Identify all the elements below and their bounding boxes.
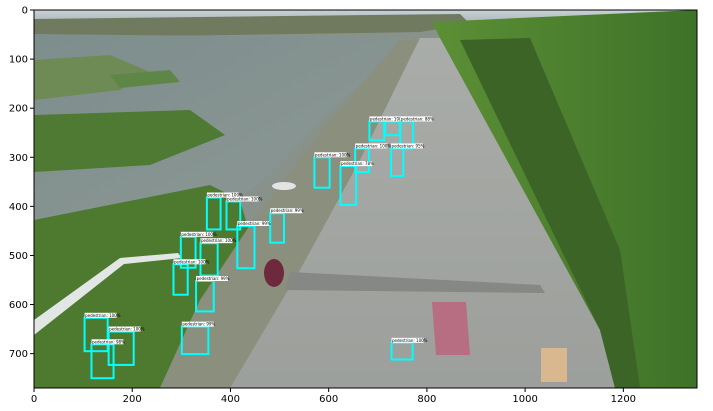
detection-label: pedestrian: 95% bbox=[392, 143, 425, 148]
detection-label: pedestrian: 98% bbox=[92, 339, 125, 344]
detection-label: pedestrian: 100% bbox=[370, 116, 406, 121]
detection-label: pedestrian: 100% bbox=[227, 196, 263, 201]
y-tick-label: 200 bbox=[9, 104, 28, 115]
plot-frame bbox=[33, 9, 698, 389]
detection-label: pedestrian: 100% bbox=[109, 327, 145, 332]
detection-label: pedestrian: 99% bbox=[238, 221, 271, 226]
x-axis-ticks: 0 200 400 600 800 1000 1200 bbox=[31, 388, 636, 405]
detection-label: pedestrian: 100% bbox=[315, 152, 351, 157]
detection-label-bg bbox=[84, 312, 117, 318]
x-tick-label: 800 bbox=[417, 394, 436, 405]
detection: pedestrian: 100% bbox=[354, 143, 392, 174]
detection-label-bg bbox=[108, 326, 141, 332]
detection-label: pedestrian: 100% bbox=[85, 313, 121, 318]
detection-label: pedestrian: 99% bbox=[182, 322, 215, 327]
rider bbox=[541, 348, 567, 382]
detection-label: pedestrian: 100% bbox=[174, 259, 210, 264]
detection: pedestrian: 99% bbox=[195, 275, 230, 313]
detection-label-bg bbox=[173, 259, 206, 265]
mid-marsh bbox=[34, 110, 225, 172]
detection: pedestrian: 100% bbox=[368, 116, 406, 142]
left-marsh bbox=[34, 55, 150, 100]
detection-label-bg bbox=[196, 275, 229, 281]
y-tick-label: 600 bbox=[9, 300, 28, 311]
detection-label: pedestrian: 88% bbox=[401, 116, 434, 121]
detection: pedestrian: 98% bbox=[90, 339, 125, 380]
y-tick-label: 700 bbox=[9, 349, 28, 360]
detection-label-bg bbox=[270, 208, 303, 214]
detection: pedestrian: 95% bbox=[390, 143, 425, 177]
detection: pedestrian: 100% bbox=[172, 259, 210, 296]
railing bbox=[34, 253, 182, 335]
y-tick-label: 300 bbox=[9, 153, 28, 164]
detection: pedestrian: 100% bbox=[390, 337, 428, 361]
detection-label-bg bbox=[369, 116, 402, 122]
detection-label: pedestrian: 100% bbox=[207, 193, 243, 198]
detection-label: pedestrian: 100% bbox=[201, 238, 237, 243]
detection-label: pedestrian: 100% bbox=[181, 232, 217, 237]
x-tick-label: 200 bbox=[123, 394, 142, 405]
y-axis-ticks: 0 100 200 300 400 500 600 700 bbox=[9, 6, 34, 360]
promenade bbox=[230, 38, 620, 388]
detection-label: pedestrian: 100% bbox=[356, 143, 392, 148]
detection: pedestrian: 99% bbox=[269, 208, 304, 244]
detection-label: pedestrian: 99% bbox=[197, 276, 230, 281]
detection-label: pedestrian: 78% bbox=[341, 161, 374, 166]
detection: pedestrian: 100% bbox=[205, 192, 243, 231]
detection-label-bg bbox=[340, 161, 373, 167]
detection-label-bg bbox=[181, 321, 214, 327]
detection: pedestrian: 78% bbox=[339, 161, 374, 206]
x-tick-label: 1200 bbox=[611, 394, 636, 405]
detection-label-bg bbox=[391, 143, 424, 149]
far-shore bbox=[34, 14, 470, 38]
scooter bbox=[264, 259, 284, 287]
promenade-stripe bbox=[285, 272, 545, 293]
detection-label-bg bbox=[391, 337, 424, 343]
plot-axes: 0 200 400 600 800 1000 1200 0 100 200 300 400 500 60… bbox=[9, 6, 698, 405]
y-tick-label: 400 bbox=[9, 202, 28, 213]
detection: pedestrian: 99% bbox=[180, 321, 215, 356]
marsh-patch bbox=[110, 70, 180, 88]
aerial-photo bbox=[34, 10, 697, 388]
detection-label-bg bbox=[237, 221, 270, 226]
y-tick-label: 100 bbox=[9, 55, 28, 66]
umbrella bbox=[272, 182, 296, 190]
detection-label-bg bbox=[400, 116, 433, 122]
tree-shadow bbox=[460, 38, 640, 388]
x-tick-label: 600 bbox=[319, 394, 338, 405]
embankment-slope bbox=[160, 40, 420, 388]
detection-label-bg bbox=[226, 196, 259, 202]
x-tick-label: 0 bbox=[31, 394, 37, 405]
detection-label-bg bbox=[206, 192, 239, 198]
boat-canopy bbox=[432, 302, 470, 355]
x-tick-label: 1000 bbox=[512, 394, 537, 405]
detection-label-bg bbox=[180, 231, 213, 237]
detection-boxes: pedestrian: 100%pedestrian: 100%pedestri… bbox=[83, 116, 434, 380]
detection: pedestrian: 100% bbox=[313, 152, 351, 189]
detection-label-bg bbox=[91, 339, 124, 345]
detection: pedestrian: 100% bbox=[107, 326, 145, 366]
y-tick-label: 0 bbox=[22, 6, 28, 17]
detection: pedestrian: 99% bbox=[236, 221, 271, 270]
detection-label: pedestrian: 99% bbox=[271, 208, 304, 213]
detection-label: pedestrian: 100% bbox=[392, 338, 428, 343]
detection-label-bg bbox=[355, 143, 388, 149]
detection: pedestrian: 100% bbox=[225, 196, 263, 231]
x-tick-label: 400 bbox=[221, 394, 240, 405]
y-tick-label: 500 bbox=[9, 251, 28, 262]
detection-label-bg bbox=[314, 152, 347, 158]
detection-label-bg bbox=[200, 238, 233, 244]
